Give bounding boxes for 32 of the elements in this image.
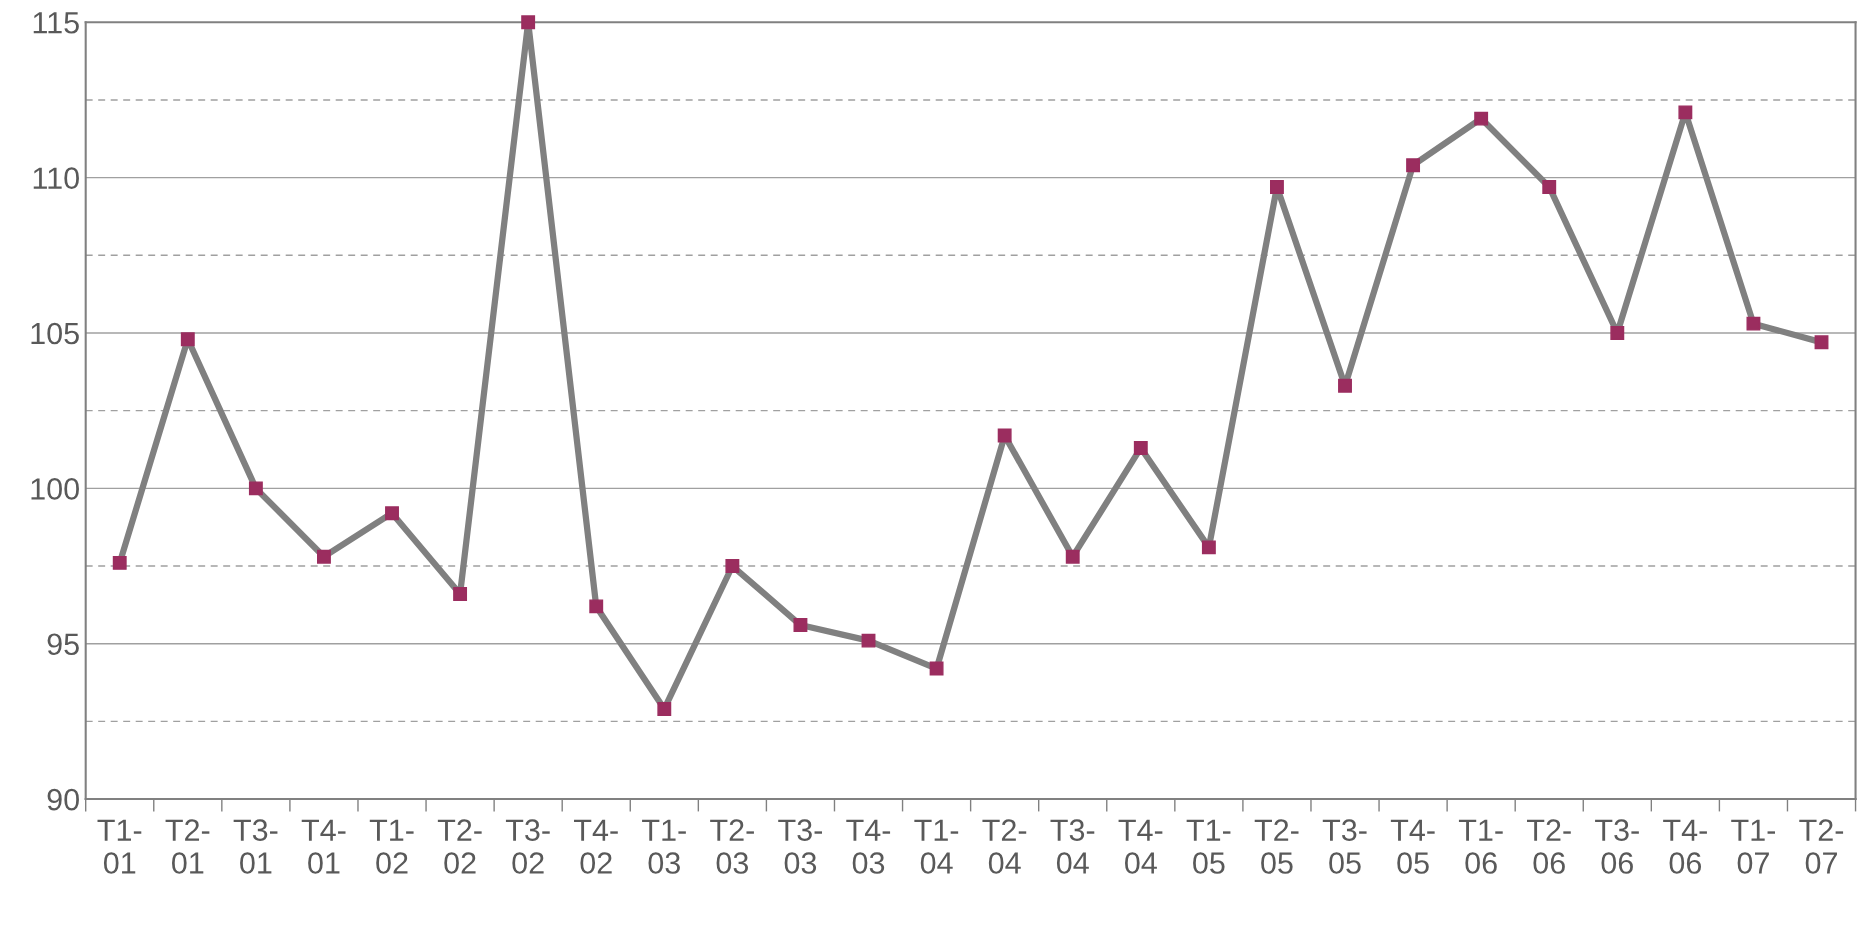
- y-tick-label: 90: [47, 788, 79, 811]
- x-tick-label: T3- 01: [233, 819, 278, 874]
- x-tick-label: T1- 05: [1186, 819, 1231, 874]
- y-tick-label: 105: [31, 322, 79, 345]
- x-tick-label: T2- 02: [437, 819, 482, 874]
- x-tick-label: T3- 06: [1595, 819, 1639, 874]
- x-tick-label: T4- 01: [301, 819, 346, 874]
- x-tick-label: T1- 01: [97, 819, 142, 874]
- x-tick-label: T3- 04: [1050, 819, 1095, 874]
- x-tick-label: T1- 02: [369, 819, 414, 874]
- x-tick-label: T3- 02: [505, 819, 550, 874]
- x-tick-label: T1- 06: [1458, 819, 1503, 874]
- x-tick-label: T1- 04: [914, 819, 959, 874]
- x-tick-label: T2- 03: [710, 819, 754, 874]
- x-tick-label: T2- 04: [982, 819, 1027, 874]
- x-tick-label: T4- 02: [574, 819, 618, 874]
- x-tick-label: T1- 07: [1731, 819, 1775, 874]
- x-tick-label: T3- 05: [1322, 819, 1367, 874]
- x-tick-label: T2- 07: [1799, 819, 1844, 874]
- x-tick-label: T4- 06: [1663, 819, 1707, 874]
- x-tick-label: T1- 03: [642, 819, 686, 874]
- x-tick-label: T4- 03: [846, 819, 891, 874]
- x-tick-label: T2- 01: [165, 819, 210, 874]
- x-tick-label: T2- 06: [1527, 819, 1571, 874]
- y-tick-label: 110: [33, 167, 79, 189]
- y-tick-label: 95: [47, 633, 79, 656]
- x-tick-label: T3- 03: [778, 819, 823, 874]
- y-tick-label: 100: [31, 478, 79, 500]
- y-tick-label: 115: [33, 12, 79, 34]
- x-tick-label: T4- 05: [1390, 819, 1435, 874]
- x-tick-label: T2- 05: [1254, 819, 1299, 874]
- x-tick-label: T4- 04: [1118, 819, 1163, 874]
